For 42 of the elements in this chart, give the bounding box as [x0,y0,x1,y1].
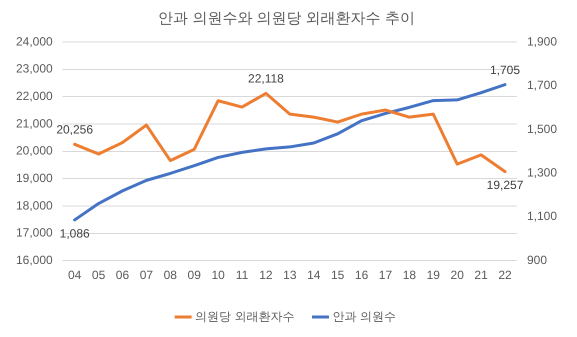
y2-tick-label: 1,900 [526,34,558,48]
x-tick-label: 17 [378,268,392,282]
y-tick-label: 23,000 [16,62,54,76]
y-tick-label: 18,000 [16,198,54,212]
legend-label: 안과 의원수 [332,309,396,324]
y-tick-label: 17,000 [16,226,54,240]
y2-tick-label: 1,100 [526,209,558,224]
y-tick-label: 19,000 [16,170,54,185]
data-label: 1,086 [60,226,90,240]
x-tick-label: 19 [426,268,440,282]
x-tick-label: 10 [211,268,226,282]
y2-tick-label: 1,700 [526,78,558,92]
data-label: 20,256 [56,122,94,137]
x-tick-label: 08 [164,268,178,282]
y-tick-label: 20,000 [16,144,54,158]
data-label: 19,257 [486,178,524,192]
x-tick-label: 12 [259,268,273,282]
x-tick-label: 04 [68,268,82,282]
x-tick-label: 11 [236,268,249,282]
y-tick-label: 22,000 [16,88,54,103]
data-label: 22,118 [248,72,284,86]
y2-tick-label: 900 [526,252,548,267]
x-tick-label: 06 [116,268,130,282]
y-tick-label: 21,000 [16,116,54,130]
x-tick-label: 14 [307,268,321,282]
chart-title: 안과 의원수와 의원당 외래환자수 추이 [158,10,415,28]
x-tick-label: 07 [140,268,154,282]
y2-tick-label: 1,300 [526,165,558,180]
x-tick-label: 18 [402,268,416,282]
x-tick-label: 09 [188,268,202,282]
x-tick-label: 16 [354,268,369,282]
x-tick-label: 15 [330,268,345,282]
x-tick-label: 20 [450,268,464,282]
x-tick-label: 22 [498,268,512,282]
y-tick-label: 16,000 [16,252,54,267]
y2-tick-label: 1,500 [526,122,558,136]
x-tick-label: 05 [92,268,106,282]
x-tick-label: 13 [283,268,297,282]
x-tick-label: 21 [474,268,488,282]
data-label: 1,705 [490,62,520,77]
y-tick-label: 24,000 [16,34,54,48]
legend-label: 의원당 외래환자수 [195,309,295,324]
